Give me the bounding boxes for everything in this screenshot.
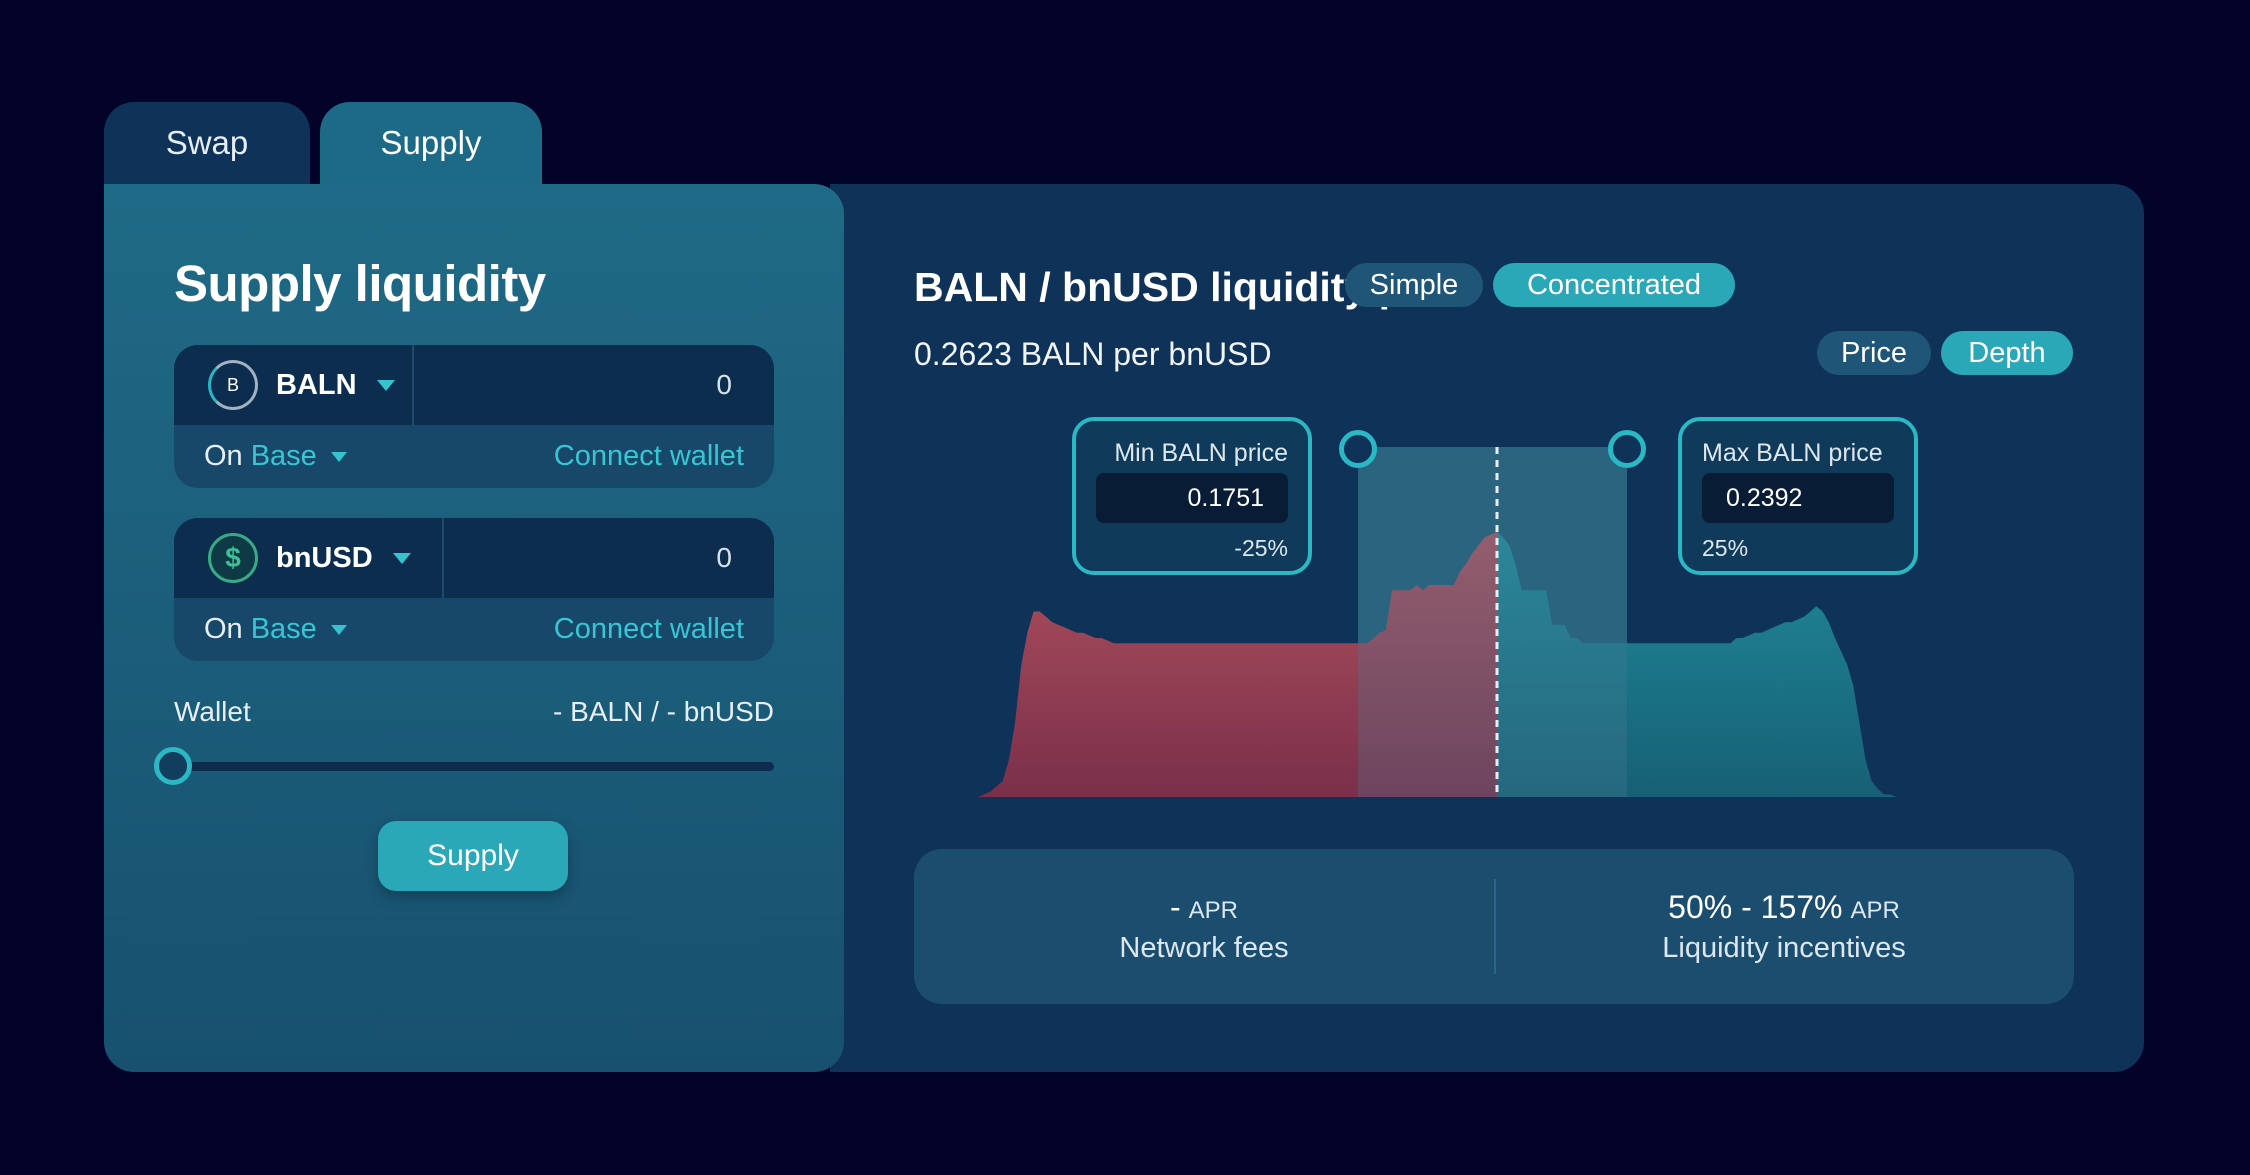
mode-concentrated-label: Concentrated	[1526, 268, 1702, 301]
min-price-label: Min BALN price	[1114, 439, 1288, 467]
incentives-apr-unit: APR	[1850, 896, 1900, 924]
max-price-pct: 25%	[1702, 535, 1749, 561]
token-b-amount-input[interactable]: 0	[716, 542, 732, 573]
token-b-header: $ bnUSD 0	[174, 518, 774, 598]
view-depth-button[interactable]: Depth	[1941, 331, 2073, 375]
ask-depth-area	[1497, 532, 2013, 797]
wallet-label: Wallet	[174, 696, 251, 727]
token-a-select[interactable]: B BALN	[174, 345, 414, 425]
supply-panel: Supply liquidity B BALN 0 On Base Connec…	[104, 184, 844, 1072]
view-depth-label: Depth	[1968, 336, 2046, 369]
supply-title: Supply liquidity	[174, 255, 546, 312]
min-price-box: Min BALN price 0.1751 -25%	[1072, 417, 1312, 575]
token-a-amount-input[interactable]: 0	[716, 369, 732, 400]
supply-button[interactable]: Supply	[378, 821, 568, 891]
tab-supply-label: Supply	[380, 124, 482, 161]
token-b-network-prefix: On	[204, 613, 243, 645]
view-price-button[interactable]: Price	[1817, 331, 1931, 375]
baln-token-icon: B	[208, 360, 258, 410]
token-a-box: B BALN 0 On Base Connect wallet	[174, 345, 774, 488]
supply-slider-track[interactable]	[174, 762, 774, 771]
token-b-connect-wallet[interactable]: Connect wallet	[553, 613, 744, 645]
chevron-down-icon	[376, 379, 395, 391]
token-b-network-name: Base	[250, 613, 317, 645]
fees-apr-value: -	[1169, 888, 1181, 925]
token-a-header: B BALN 0	[174, 345, 774, 425]
pool-price: 0.2623 BALN per bnUSD	[914, 336, 1272, 372]
token-b-box: $ bnUSD 0 On Base Connect wallet	[174, 518, 774, 661]
max-price-label: Max BALN price	[1702, 439, 1883, 467]
token-b-network[interactable]: On Base	[204, 598, 347, 661]
incentives-label: Liquidity incentives	[1662, 931, 1906, 964]
network-fees: - APR Network fees	[914, 849, 1494, 1004]
token-b-select[interactable]: $ bnUSD	[174, 518, 444, 598]
chevron-down-icon	[330, 624, 347, 635]
chevron-down-icon	[330, 451, 347, 462]
max-price-box: Max BALN price 0.2392 25%	[1678, 417, 1918, 575]
tab-swap[interactable]: Swap	[104, 102, 310, 184]
mode-simple-button[interactable]: Simple	[1345, 263, 1483, 307]
mode-simple-label: Simple	[1369, 268, 1459, 301]
bid-depth-area	[978, 532, 1497, 797]
token-b-symbol: bnUSD	[276, 541, 373, 574]
incentives-apr-value: 50% - 157%	[1668, 888, 1843, 925]
bnusd-token-icon: $	[208, 533, 258, 583]
supply-slider-handle[interactable]	[154, 747, 192, 785]
fees-apr-unit: APR	[1188, 896, 1238, 924]
token-a-network-prefix: On	[204, 440, 243, 472]
selected-range-overlay	[1358, 447, 1627, 797]
tab-swap-label: Swap	[165, 124, 249, 161]
chevron-down-icon	[392, 552, 411, 564]
wallet-balance: - BALN / - bnUSD	[553, 696, 774, 727]
max-price-input[interactable]: 0.2392	[1702, 473, 1894, 523]
fees-label: Network fees	[1119, 931, 1289, 964]
token-a-network[interactable]: On Base	[204, 425, 347, 488]
min-price-input[interactable]: 0.1751	[1096, 473, 1288, 523]
token-a-symbol: BALN	[276, 368, 357, 401]
mode-concentrated-button[interactable]: Concentrated	[1493, 263, 1735, 307]
token-a-connect-wallet[interactable]: Connect wallet	[553, 440, 744, 472]
max-range-handle[interactable]	[1608, 430, 1646, 468]
apr-summary: - APR Network fees 50% - 157% APR Liquidit…	[914, 849, 2074, 1004]
token-a-network-name: Base	[250, 440, 317, 472]
view-price-label: Price	[1840, 336, 1908, 369]
min-range-handle[interactable]	[1339, 430, 1377, 468]
apr-divider	[1494, 879, 1496, 974]
min-price-pct: -25%	[1234, 535, 1288, 561]
tab-supply[interactable]: Supply	[320, 102, 542, 184]
pool-panel: BALN / bnUSD liquidity pool 0.2623 BALN …	[830, 184, 2144, 1072]
liquidity-incentives: 50% - 157% APR Liquidity incentives	[1494, 849, 2074, 1004]
depth-chart	[978, 447, 2013, 797]
